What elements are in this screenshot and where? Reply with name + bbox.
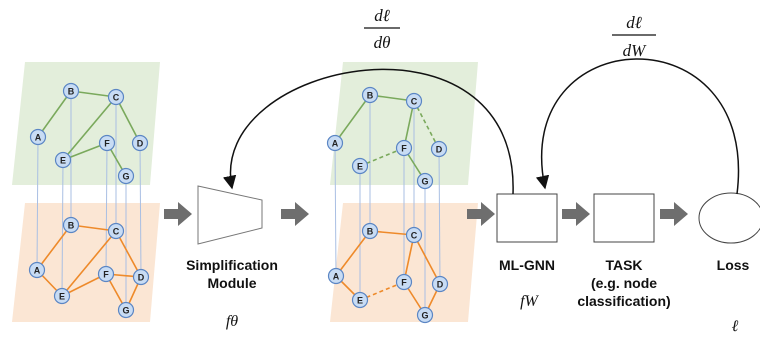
graph-node-e: E bbox=[351, 157, 369, 175]
task-box bbox=[593, 193, 655, 243]
graph-node-g: G bbox=[416, 306, 434, 324]
gradient-w-denominator: dW bbox=[623, 41, 648, 60]
graph-node-f: F bbox=[395, 139, 413, 157]
svg-text:G: G bbox=[122, 172, 129, 182]
f-w-symbol: fW bbox=[520, 293, 539, 310]
green-layer-plane bbox=[12, 62, 160, 185]
graph-node-a: A bbox=[327, 267, 345, 285]
svg-text:A: A bbox=[35, 133, 42, 143]
gradient-feedback-arrows bbox=[222, 58, 740, 195]
graph-node-c: C bbox=[405, 226, 423, 244]
graph-node-b: B bbox=[361, 86, 379, 104]
graph-node-g: G bbox=[117, 301, 135, 319]
svg-text:D: D bbox=[137, 139, 144, 149]
svg-text:C: C bbox=[113, 93, 120, 103]
svg-text:G: G bbox=[421, 311, 428, 321]
loss-label: Loss bbox=[717, 257, 750, 273]
graph-node-e: E bbox=[351, 291, 369, 309]
green-layer-nodes: A B C E F D G bbox=[326, 86, 448, 190]
graph-node-g: G bbox=[416, 172, 434, 190]
graph-node-e: E bbox=[54, 151, 72, 169]
loss-block: Loss ℓ bbox=[698, 192, 760, 335]
simplification-module-shape bbox=[197, 185, 263, 245]
simplification-module: Simplification Module fθ bbox=[186, 185, 278, 330]
flow-arrow-3 bbox=[467, 202, 495, 226]
simplification-label-line1: Simplification bbox=[186, 257, 278, 273]
graph-node-e: E bbox=[53, 287, 71, 305]
svg-text:C: C bbox=[411, 97, 418, 107]
svg-text:D: D bbox=[436, 145, 443, 155]
svg-text:G: G bbox=[421, 177, 428, 187]
graph-node-b: B bbox=[62, 82, 80, 100]
orange-layer-nodes: A B C E F D G bbox=[28, 216, 150, 319]
svg-text:B: B bbox=[367, 227, 374, 237]
mlgnn-block: ML-GNN fW bbox=[496, 193, 558, 310]
graph-node-c: C bbox=[405, 92, 423, 110]
gradient-w-fraction: dℓ dW bbox=[612, 13, 656, 60]
graph-node-a: A bbox=[28, 261, 46, 279]
svg-text:A: A bbox=[333, 272, 340, 282]
gradient-w-arrow bbox=[535, 58, 740, 195]
graph-node-f: F bbox=[395, 273, 413, 291]
task-block: TASK (e.g. node classification) bbox=[577, 193, 671, 309]
svg-text:E: E bbox=[60, 156, 66, 166]
inter-layer-links bbox=[334, 95, 441, 315]
task-label-line3: classification) bbox=[577, 293, 670, 309]
input-multilayer-graph: A B C E F D G A B C E F D G bbox=[12, 62, 160, 322]
task-label-line1: TASK bbox=[605, 257, 642, 273]
svg-text:C: C bbox=[411, 231, 418, 241]
svg-text:A: A bbox=[332, 139, 339, 149]
flow-arrow-2 bbox=[281, 202, 309, 226]
gradient-theta-denominator: dθ bbox=[374, 33, 391, 52]
svg-text:B: B bbox=[367, 91, 374, 101]
svg-text:D: D bbox=[138, 273, 145, 283]
graph-node-d: D bbox=[131, 134, 149, 152]
inter-layer-links bbox=[36, 91, 142, 310]
f-theta-symbol: fθ bbox=[226, 313, 238, 330]
svg-text:E: E bbox=[59, 292, 65, 302]
gradient-theta-numerator: dℓ bbox=[374, 6, 390, 25]
svg-text:B: B bbox=[68, 221, 75, 231]
orange-layer-nodes: A B C E F D G bbox=[327, 222, 449, 324]
svg-text:F: F bbox=[401, 144, 407, 154]
gradient-theta-arrow bbox=[222, 68, 514, 195]
graph-node-a: A bbox=[29, 128, 47, 146]
graph-node-f: F bbox=[98, 134, 116, 152]
flow-arrow-4 bbox=[562, 202, 590, 226]
graph-node-b: B bbox=[62, 216, 80, 234]
svg-text:E: E bbox=[357, 296, 363, 306]
graph-node-d: D bbox=[431, 275, 449, 293]
svg-text:E: E bbox=[357, 162, 363, 172]
svg-text:F: F bbox=[103, 270, 109, 280]
flow-arrows bbox=[164, 202, 688, 226]
task-label-line2: (e.g. node bbox=[591, 275, 657, 291]
svg-text:C: C bbox=[113, 227, 120, 237]
flow-arrow-5 bbox=[660, 202, 688, 226]
svg-text:F: F bbox=[401, 278, 407, 288]
graph-node-g: G bbox=[117, 167, 135, 185]
graph-node-c: C bbox=[107, 88, 125, 106]
svg-text:G: G bbox=[122, 306, 129, 316]
gradient-w-numerator: dℓ bbox=[626, 13, 642, 32]
graph-node-d: D bbox=[132, 268, 150, 286]
graph-node-c: C bbox=[107, 222, 125, 240]
gradient-theta-fraction: dℓ dθ bbox=[364, 6, 400, 52]
flow-arrow-1 bbox=[164, 202, 192, 226]
svg-text:D: D bbox=[437, 280, 444, 290]
loss-symbol: ℓ bbox=[732, 318, 739, 335]
loss-ellipse bbox=[698, 192, 760, 244]
green-layer-nodes: A B C E F D G bbox=[29, 82, 149, 185]
graph-node-b: B bbox=[361, 222, 379, 240]
graph-node-d: D bbox=[430, 140, 448, 158]
graph-node-a: A bbox=[326, 134, 344, 152]
svg-text:F: F bbox=[104, 139, 110, 149]
simplified-multilayer-graph: A B C E F D G A B C E F D G bbox=[326, 62, 478, 324]
svg-text:A: A bbox=[34, 266, 41, 276]
svg-text:B: B bbox=[68, 87, 75, 97]
simplification-label-line2: Module bbox=[208, 275, 257, 291]
graph-node-f: F bbox=[97, 265, 115, 283]
mlgnn-label: ML-GNN bbox=[499, 257, 555, 273]
mlgnn-box bbox=[496, 193, 558, 243]
